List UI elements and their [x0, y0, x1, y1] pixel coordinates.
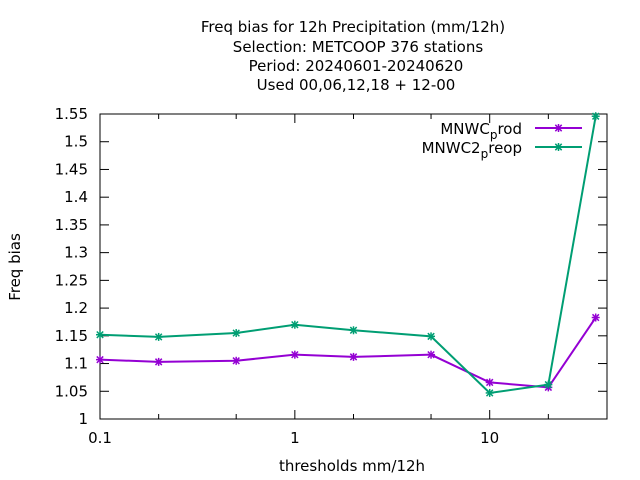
data-point-0-1: [154, 357, 163, 366]
data-point-0-8-d2: [591, 313, 600, 322]
x-axis-label: thresholds mm/12h: [279, 457, 425, 475]
y-tick-label-11: 1.55: [55, 105, 88, 123]
data-point-0-6: [485, 378, 494, 387]
legend-star-1-d2: [554, 143, 563, 151]
y-tick-label-8: 1.4: [64, 188, 88, 206]
data-point-0-8: [591, 313, 600, 322]
data-point-1-5: [427, 332, 436, 341]
chart-title-line-2: Selection: METCOOP 376 stations: [233, 38, 484, 56]
data-point-1-8: [591, 112, 600, 121]
series-0: [96, 313, 600, 392]
data-point-0-0: [96, 355, 104, 364]
data-point-1-6: [485, 388, 494, 397]
data-point-0-1-d2: [154, 358, 163, 366]
data-point-0-0-d2: [96, 355, 104, 364]
legend-star-0-d2: [554, 124, 563, 132]
y-axis: 1 1.05 1.1 1.15 1.2 1.25 1.3 1.35 1.4 1.45 1.5 1.55: [55, 105, 607, 428]
legend-marker-mnwc2-preop: [554, 143, 563, 151]
series-1: [96, 112, 600, 397]
y-tick-label-1: 1.05: [55, 382, 88, 400]
series-line-0: [99, 316, 597, 389]
y-tick-label-10: 1.5: [64, 133, 88, 151]
data-point-0-5: [427, 350, 436, 359]
y-tick-label-7: 1.35: [55, 216, 88, 234]
data-point-1-0-d2: [96, 330, 104, 339]
chart-title: Freq bias for 12h Precipitation (mm/12h)…: [201, 18, 505, 94]
data-point-1-6-d2: [485, 389, 494, 397]
chart-title-line-3: Period: 20240601-20240620: [249, 57, 464, 75]
legend-marker-mnwc-prod: [554, 124, 563, 132]
legend-star-0: [554, 124, 563, 132]
data-point-1-3-d2: [291, 320, 299, 329]
data-point-1-3: [290, 320, 299, 329]
y-tick-label-6: 1.3: [64, 244, 88, 262]
x-tick-label-0: 0.1: [88, 429, 112, 447]
chart-title-line-4: Used 00,06,12,18 + 12-00: [257, 76, 456, 94]
data-point-0-3-d2: [291, 350, 299, 359]
data-point-0-4-d2: [349, 353, 358, 361]
legend-label-mnwc2-preop: MNWC2preop: [422, 139, 522, 161]
data-point-1-4: [349, 326, 358, 335]
plot-frame: [99, 113, 608, 420]
data-point-1-0: [96, 330, 104, 339]
data-point-1-5-d2: [427, 332, 435, 341]
x-tick-label-1: 1: [290, 429, 300, 447]
y-tick-label-9: 1.45: [55, 160, 88, 178]
data-point-1-1-d2: [154, 333, 163, 341]
y-tick-label-4: 1.2: [64, 299, 88, 317]
series-layer: [96, 112, 600, 397]
data-point-1-4-d2: [349, 326, 358, 335]
y-tick-label-2: 1.1: [64, 355, 88, 373]
data-point-0-6-d2: [485, 378, 494, 387]
legend-star-1: [554, 143, 563, 151]
data-point-0-4: [349, 352, 358, 361]
data-point-1-1: [154, 332, 163, 341]
legend-item-mnwc-prod: MNWCprod: [440, 120, 582, 142]
x-axis: 0.1 1 10: [88, 114, 549, 447]
legend-item-mnwc2-preop: MNWC2preop: [422, 139, 582, 161]
x-tick-label-2: 10: [480, 429, 499, 447]
y-tick-label-3: 1.15: [55, 327, 88, 345]
data-point-0-2-d2: [232, 357, 240, 365]
data-point-1-2-d2: [232, 329, 240, 337]
chart-title-line-1: Freq bias for 12h Precipitation (mm/12h): [201, 18, 505, 36]
data-point-1-2: [232, 329, 241, 338]
legend: MNWCprod MNWC2preop: [422, 120, 582, 161]
y-tick-label-0: 1: [78, 410, 88, 428]
data-point-1-7-d2: [544, 380, 553, 389]
data-point-1-8-d2: [591, 112, 600, 120]
data-point-0-3: [290, 350, 299, 359]
series-line-1: [99, 116, 597, 394]
legend-label-mnwc-prod: MNWCprod: [440, 120, 522, 142]
data-point-1-7: [544, 380, 553, 389]
data-point-0-2: [232, 356, 241, 365]
y-axis-label: Freq bias: [6, 233, 24, 301]
y-tick-label-5: 1.25: [55, 271, 88, 289]
data-point-0-5-d2: [427, 350, 435, 359]
